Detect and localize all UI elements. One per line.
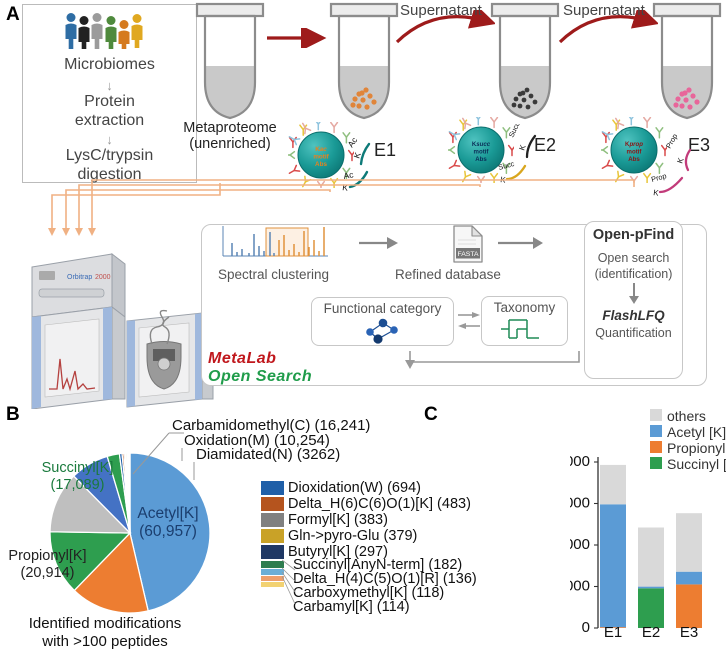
svg-text:2000: 2000 [95, 274, 111, 281]
svg-text:60000: 60000 [570, 495, 590, 512]
svg-text:E1: E1 [604, 624, 622, 637]
svg-text:0: 0 [582, 619, 590, 636]
svg-text:80000: 80000 [570, 455, 590, 470]
svg-text:20000: 20000 [570, 578, 590, 595]
svg-text:Orbitrap: Orbitrap [67, 274, 92, 281]
svg-text:40000: 40000 [570, 536, 590, 553]
svg-text:E3: E3 [680, 624, 698, 637]
svg-text:E2: E2 [642, 624, 660, 637]
svg-text:FASTA: FASTA [457, 251, 478, 258]
